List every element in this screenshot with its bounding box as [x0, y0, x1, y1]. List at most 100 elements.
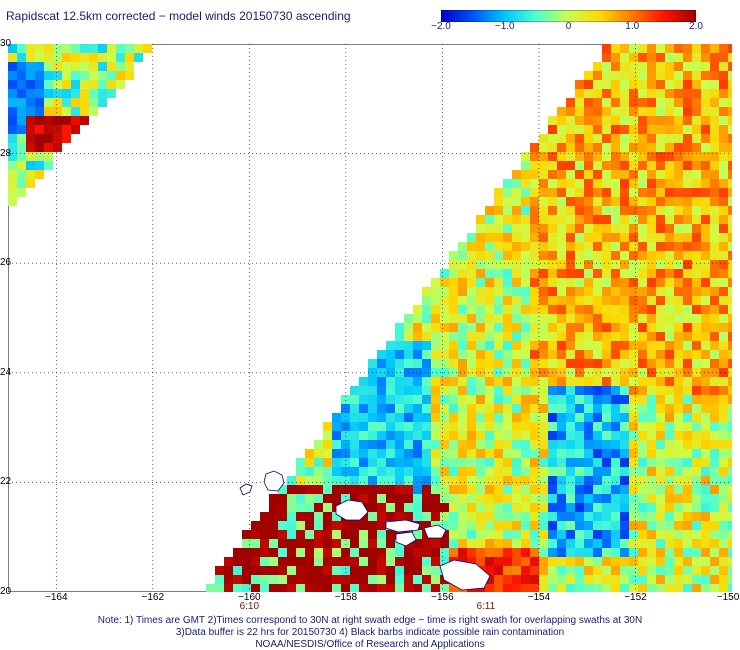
swath-cell — [710, 503, 719, 512]
swath-cell — [710, 251, 719, 260]
swath-cell — [404, 485, 413, 494]
swath-cell — [719, 116, 728, 125]
swath-cell — [611, 89, 620, 98]
swath-cell — [692, 386, 701, 395]
swath-cell — [449, 476, 458, 485]
swath-cell — [719, 440, 728, 449]
swath-cell — [62, 134, 71, 143]
swath-cell — [728, 350, 732, 359]
swath-cell — [53, 80, 62, 89]
swath-cell — [611, 485, 620, 494]
swath-cell — [503, 305, 512, 314]
swath-cell — [494, 485, 503, 494]
swath-cell — [395, 449, 404, 458]
swath-cell — [422, 494, 431, 503]
swath-cell — [656, 359, 665, 368]
swath-cell — [386, 386, 395, 395]
swath-cell — [332, 485, 341, 494]
swath-cell — [44, 62, 53, 71]
swath-cell — [530, 467, 539, 476]
swath-cell — [71, 80, 80, 89]
swath-cell — [422, 350, 431, 359]
swath-cell — [323, 476, 332, 485]
swath-cell — [593, 341, 602, 350]
swath-cell — [431, 368, 440, 377]
swath-cell — [683, 584, 692, 592]
swath-cell — [602, 377, 611, 386]
swath-cell — [26, 89, 35, 98]
swath-cell — [566, 134, 575, 143]
swath-cell — [683, 521, 692, 530]
swath-cell — [728, 521, 732, 530]
swath-cell — [728, 179, 732, 188]
swath-cell — [107, 44, 116, 53]
swath-cell — [719, 548, 728, 557]
swath-cell — [431, 296, 440, 305]
swath-cell — [656, 476, 665, 485]
swath-cell — [287, 476, 296, 485]
swath-cell — [584, 323, 593, 332]
swath-cell — [422, 305, 431, 314]
swath-cell — [683, 386, 692, 395]
swath-cell — [665, 341, 674, 350]
swath-cell — [710, 305, 719, 314]
swath-cell — [440, 530, 449, 539]
swath-cell — [683, 116, 692, 125]
swath-cell — [44, 107, 53, 116]
swath-cell — [656, 521, 665, 530]
swath-cell — [431, 476, 440, 485]
swath-cell — [728, 116, 732, 125]
swath-cell — [548, 269, 557, 278]
swath-cell — [71, 107, 80, 116]
swath-cell — [377, 503, 386, 512]
swath-cell — [638, 512, 647, 521]
swath-cell — [359, 404, 368, 413]
swath-cell — [665, 170, 674, 179]
swath-cell — [512, 485, 521, 494]
swath-cell — [638, 170, 647, 179]
swath-cell — [620, 530, 629, 539]
swath-cell — [341, 539, 350, 548]
swath-cell — [602, 251, 611, 260]
swath-cell — [566, 476, 575, 485]
swath-cell — [620, 206, 629, 215]
swath-cell — [98, 89, 107, 98]
swath-cell — [341, 467, 350, 476]
swath-cell — [386, 485, 395, 494]
swath-cell — [458, 539, 467, 548]
swath-cell — [485, 206, 494, 215]
swath-cell — [593, 224, 602, 233]
swath-cell — [422, 323, 431, 332]
swath-cell — [422, 584, 431, 592]
swath-cell — [494, 503, 503, 512]
swath-cell — [647, 575, 656, 584]
swath-cell — [629, 287, 638, 296]
swath-cell — [611, 566, 620, 575]
swath-cell — [665, 530, 674, 539]
swath-cell — [638, 98, 647, 107]
swath-cell — [557, 386, 566, 395]
swath-cell — [647, 197, 656, 206]
swath-cell — [521, 422, 530, 431]
swath-cell — [413, 386, 422, 395]
swath-cell — [647, 476, 656, 485]
swath-cell — [413, 368, 422, 377]
swath-cell — [539, 458, 548, 467]
swath-cell — [656, 188, 665, 197]
swath-cell — [611, 548, 620, 557]
swath-cell — [683, 107, 692, 116]
swath-cell — [431, 413, 440, 422]
swath-cell — [224, 566, 233, 575]
swath-cell — [521, 539, 530, 548]
swath-cell — [314, 575, 323, 584]
swath-cell — [476, 512, 485, 521]
swath-cell — [575, 377, 584, 386]
swath-cell — [620, 323, 629, 332]
swath-cell — [467, 422, 476, 431]
swath-cell — [557, 359, 566, 368]
swath-cell — [674, 575, 683, 584]
swath-cell — [620, 287, 629, 296]
swath-cell — [287, 512, 296, 521]
swath-cell — [620, 215, 629, 224]
swath-cell — [530, 233, 539, 242]
